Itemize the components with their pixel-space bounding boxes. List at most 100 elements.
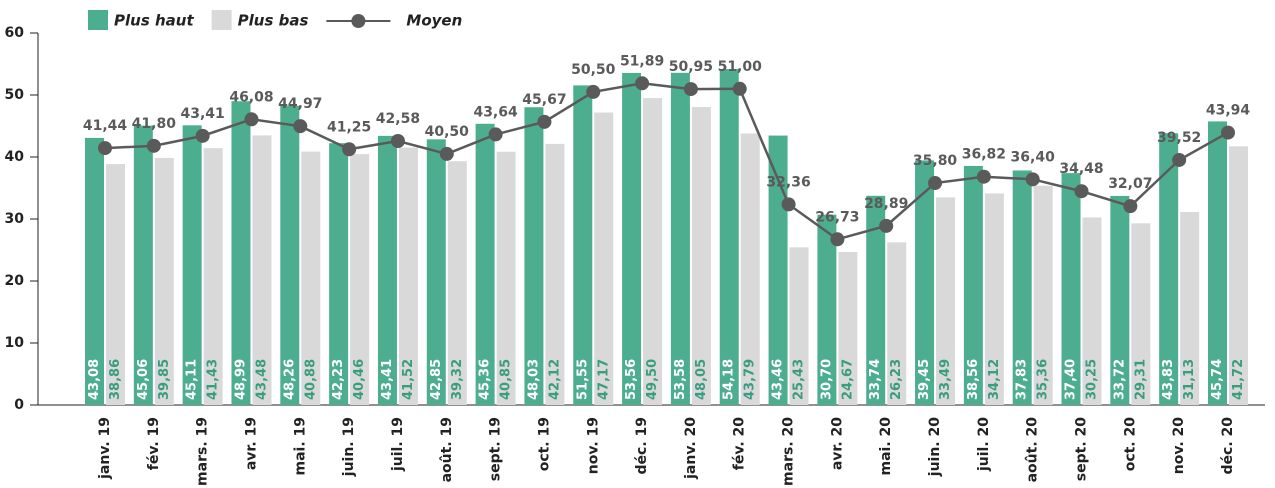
bar-value-label: 38,56 [966, 359, 981, 400]
legend-label: Moyen [406, 12, 462, 30]
bar [1229, 146, 1248, 405]
x-tick-label: mai. 20 [878, 417, 894, 476]
line-marker [293, 119, 308, 134]
line-marker [1172, 152, 1187, 167]
bar [426, 139, 446, 405]
bar [377, 135, 397, 405]
y-tick-label: 30 [5, 211, 25, 227]
x-tick-label: oct. 20 [1122, 417, 1138, 472]
bar-value-label: 48,05 [694, 359, 709, 400]
line-value-label: 43,41 [181, 106, 225, 122]
bar [106, 164, 125, 405]
bar-value-label: 35,36 [1036, 359, 1051, 400]
bar [594, 112, 614, 406]
bar [1180, 211, 1200, 405]
x-tick-label: nov. 19 [585, 417, 601, 474]
bar-value-label: 48,99 [233, 359, 248, 400]
bar [252, 135, 272, 405]
x-tick-label: nov. 20 [1171, 417, 1187, 475]
line-marker [244, 112, 259, 127]
line-value-label: 40,50 [425, 124, 470, 140]
bar [85, 137, 104, 406]
bar-value-label: 45,36 [478, 359, 493, 400]
line-value-label: 50,95 [669, 59, 713, 75]
y-tick-label: 0 [14, 397, 24, 413]
line-marker [98, 141, 112, 156]
line-marker [390, 134, 405, 149]
bar-value-label: 41,52 [401, 359, 416, 400]
bar [1159, 133, 1179, 405]
legend-swatch [88, 10, 108, 30]
line-value-label: 41,80 [132, 116, 177, 132]
bar [887, 242, 907, 405]
x-tick-label: sept. 20 [1074, 417, 1090, 481]
bar-value-label: 30,25 [1085, 359, 1100, 400]
line-marker [488, 127, 503, 142]
x-tick-label: juil. 20 [976, 417, 992, 472]
bar [475, 123, 495, 405]
x-tick-label: juin. 20 [927, 417, 943, 477]
bar-value-label: 40,46 [352, 359, 367, 400]
bar-value-label: 41,72 [1231, 359, 1246, 400]
bar-value-label: 40,88 [303, 359, 318, 400]
line-marker [439, 146, 454, 161]
bar [866, 195, 886, 405]
bar-value-label: 43,48 [254, 359, 269, 400]
bar [1082, 217, 1102, 405]
bar-value-label: 42,85 [429, 359, 444, 400]
bar [154, 157, 174, 405]
x-tick-label: sept. 19 [488, 417, 504, 481]
line [104, 82, 1229, 241]
bar [984, 193, 1004, 405]
line-value-label: 41,44 [83, 118, 128, 134]
line-value-label: 36,82 [962, 147, 1006, 163]
x-tick-label: janv. 19 [97, 417, 113, 480]
bar [524, 107, 544, 406]
bar [1061, 173, 1081, 405]
bar [915, 160, 935, 405]
line-value-label: 26,73 [815, 209, 859, 225]
bar-value-label: 41,43 [206, 359, 221, 400]
bar [203, 148, 223, 405]
bar [622, 72, 642, 405]
bar-value-label: 24,67 [840, 359, 855, 400]
x-tick-label: mars. 20 [781, 417, 797, 486]
line-marker [732, 81, 747, 96]
line-marker [1025, 172, 1040, 187]
bar-value-label: 38,86 [108, 359, 123, 400]
bar-value-label: 47,17 [596, 359, 611, 400]
line-marker [879, 218, 894, 233]
bar [719, 69, 739, 406]
x-tick-label: mai. 19 [292, 417, 308, 476]
x-tick-label: avr. 19 [243, 417, 259, 470]
x-tick-label: déc. 19 [634, 417, 650, 475]
bar-value-label: 43,83 [1161, 359, 1176, 400]
bar-value-label: 25,43 [792, 359, 807, 400]
bar-value-label: 40,85 [499, 359, 514, 400]
bar [133, 125, 153, 406]
bar-value-label: 42,23 [331, 359, 346, 400]
bar [936, 197, 956, 405]
bar [963, 165, 983, 405]
x-tick-label: juil. 19 [390, 417, 406, 472]
bar [329, 143, 349, 405]
bar [496, 151, 516, 405]
bar-value-label: 48,26 [282, 359, 297, 400]
legend-label: Plus bas [238, 12, 309, 30]
bar-value-label: 43,41 [380, 359, 395, 400]
x-tick-label: août. 19 [439, 417, 455, 482]
bar-value-label: 26,23 [889, 359, 904, 400]
line-marker [342, 142, 357, 157]
x-tick-label: déc. 20 [1220, 417, 1236, 475]
line-marker [586, 84, 601, 99]
line-marker [683, 82, 698, 97]
line-value-label: 32,36 [766, 174, 810, 190]
line-value-label: 51,00 [718, 59, 763, 75]
x-tick-label: juin. 19 [341, 417, 357, 477]
bar-value-label: 39,32 [450, 359, 465, 400]
bar [740, 133, 760, 405]
line-marker [1123, 199, 1138, 214]
line-marker [781, 197, 796, 212]
bar [1208, 121, 1227, 406]
